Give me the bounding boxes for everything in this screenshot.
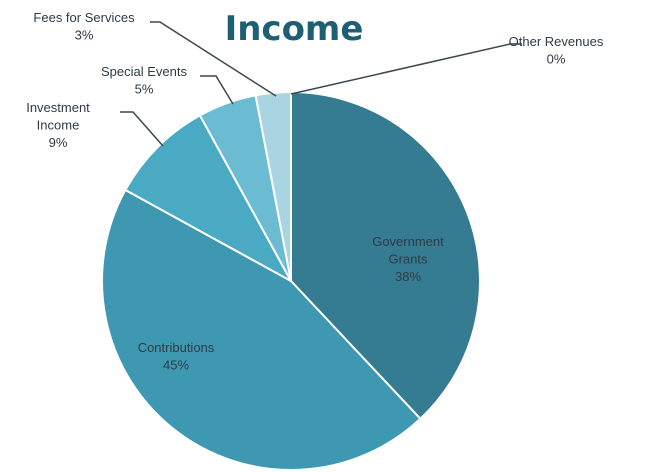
slice-label-government-grants: Government Grants 38% bbox=[372, 234, 444, 284]
pie-slice-government-grants bbox=[290, 90, 481, 421]
slice-label-contributions: Contributions 45% bbox=[138, 340, 215, 373]
slice-label-special-events: Special Events 5% bbox=[101, 64, 187, 97]
leader-line bbox=[200, 75, 234, 105]
leader-lines bbox=[120, 21, 522, 147]
leader-line bbox=[290, 43, 522, 95]
pie-slice-fees-for-services bbox=[254, 90, 292, 282]
pie-slice-contributions bbox=[101, 188, 422, 471]
pie-slices bbox=[101, 90, 481, 471]
leader-line bbox=[120, 111, 164, 147]
slice-label-other-revenues: Other Revenues 0% bbox=[509, 34, 604, 67]
slice-label-fees-for-services: Fees for Services 3% bbox=[33, 10, 135, 43]
chart-title: Income bbox=[225, 9, 364, 49]
pie-slice-investment-income bbox=[124, 114, 294, 284]
leader-line bbox=[150, 21, 277, 97]
slice-labels: Government Grants 38% Contributions 45% Inves… bbox=[26, 10, 604, 373]
slice-label-investment-income: Investment Income 9% bbox=[26, 100, 90, 150]
